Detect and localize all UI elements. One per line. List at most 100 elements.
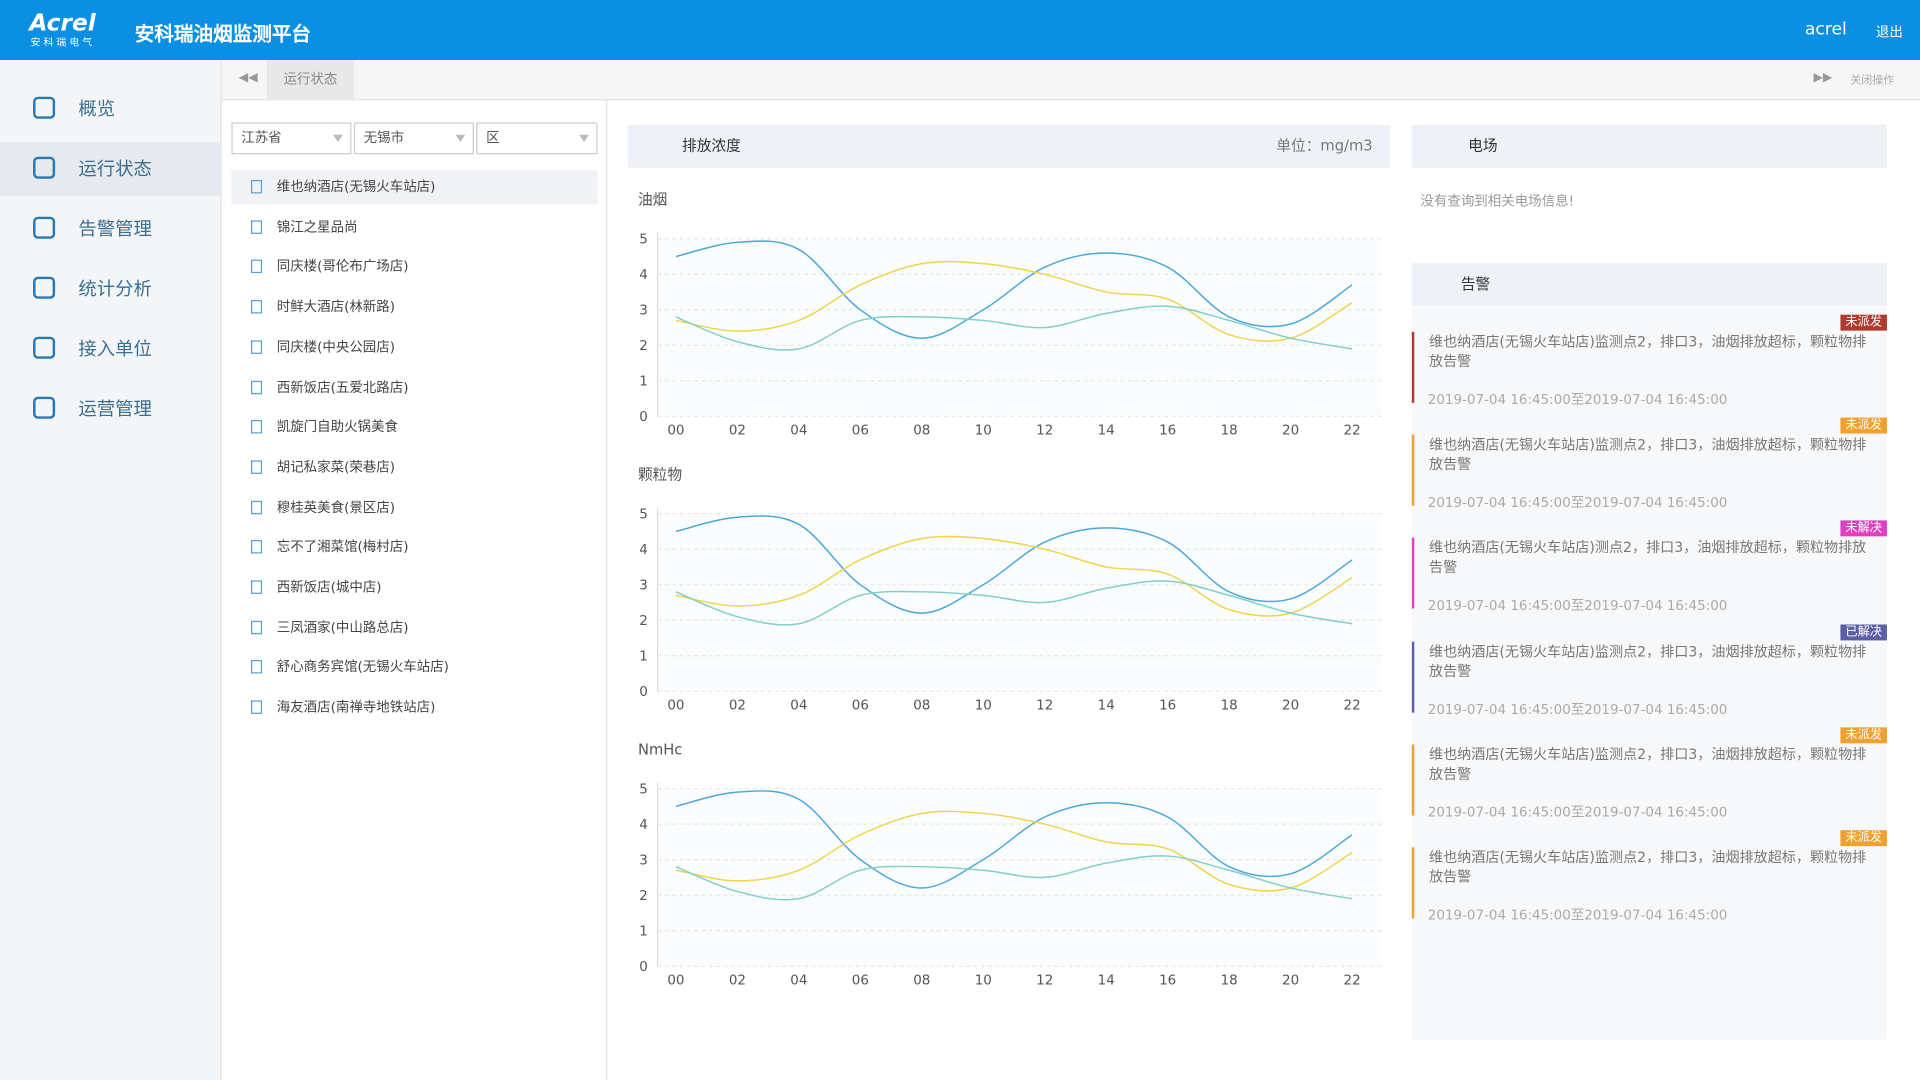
x-tick-label: 16: [1159, 973, 1176, 988]
alarm-status: 未派发: [1840, 830, 1887, 847]
logout[interactable]: 退出: [1875, 24, 1903, 41]
header: Acrel 安 科 瑞 电 气 安科瑞油烟监测平台 acrel 退出: [0, 0, 1920, 61]
x-tick-label: 10: [975, 973, 992, 988]
panel-title: 告警: [1460, 275, 1491, 293]
x-tick-label: 22: [1344, 699, 1361, 714]
x-tick-label: 04: [790, 424, 807, 439]
y-tick-label: 1: [639, 650, 648, 665]
x-tick-label: 12: [1036, 973, 1053, 988]
tab-next[interactable]: ▶▶: [1813, 71, 1833, 85]
site-item[interactable]: 锦江之星品尚: [231, 210, 597, 244]
site-item[interactable]: 同庆楼(哥伦布广场店): [231, 250, 597, 284]
nav-item[interactable]: 运营管理: [0, 382, 220, 436]
select[interactable]: 区: [476, 122, 598, 155]
y-tick-label: 4: [639, 268, 648, 283]
x-tick-label: 00: [667, 424, 684, 439]
nav-item[interactable]: 统计分析: [0, 262, 220, 316]
x-tick-label: 10: [975, 699, 992, 714]
series-line: [675, 810, 1353, 892]
plot-bg: [657, 788, 1382, 967]
site-icon: [251, 460, 263, 474]
site-item[interactable]: 忘不了湘菜馆(梅村店): [231, 531, 597, 565]
series-line: [675, 305, 1353, 351]
site-name: 忘不了湘菜馆(梅村店): [276, 539, 409, 556]
site-icon: [251, 660, 263, 674]
site-item[interactable]: 胡记私家菜(荣巷店): [231, 450, 597, 484]
x-tick-label: 08: [913, 424, 930, 439]
app-title: 安科瑞油烟监测平台: [134, 22, 312, 46]
x-tick-label: 12: [1036, 699, 1053, 714]
site-item[interactable]: 西新饭店(五爱北路店): [231, 370, 597, 404]
site-icon: [251, 540, 263, 554]
nav-label: 运行状态: [78, 157, 152, 181]
y-tick-label: 1: [639, 925, 648, 940]
series-line: [675, 790, 1353, 889]
alarm-text: 维也纳酒店(无锡火车站店)监测点2，排口3，油烟排放超标，颗粒物排放告警: [1428, 333, 1867, 370]
site-item[interactable]: 凯旋门自助火锅美食: [231, 410, 597, 444]
x-tick-label: 02: [729, 699, 746, 714]
tab-prev[interactable]: ◀◀: [238, 71, 258, 85]
y-tick-label: 2: [639, 339, 648, 354]
x-tick-label: 00: [667, 699, 684, 714]
panel-header: 告警: [1411, 263, 1887, 307]
x-tick-label: 06: [852, 424, 869, 439]
x-tick-label: 06: [852, 699, 869, 714]
select[interactable]: 无锡市: [353, 122, 474, 155]
site-item[interactable]: 时鲜大酒店(林新路): [231, 290, 597, 324]
site-item[interactable]: 西新饭店(城中店): [231, 571, 597, 605]
nav-icon: [33, 216, 56, 239]
alarm-text: 维也纳酒店(无锡火车站店)监测点2，排口3，油烟排放超标，颗粒物排放告警: [1428, 642, 1867, 680]
site-name: 同庆楼(中央公园店): [276, 338, 396, 355]
site-item[interactable]: 穆桂英美食(景区店): [231, 491, 597, 525]
close-ops[interactable]: 关闭操作: [1850, 74, 1895, 87]
user[interactable]: acrel: [1804, 19, 1847, 40]
panel-title: 电场: [1468, 137, 1498, 155]
y-tick-label: 0: [639, 410, 648, 425]
y-tick-label: 4: [639, 818, 648, 833]
y-tick-label: 5: [639, 782, 648, 797]
alarm-time: 2019-07-04 16:45:00至2019-07-04 16:45:00: [1427, 701, 1728, 718]
alarm-bar: [1411, 331, 1415, 403]
alarm-item[interactable]: 未派发 维也纳酒店(无锡火车站店)监测点2，排口3，油烟排放超标，颗粒物排放告警 2…: [1411, 314, 1887, 408]
site-icon: [251, 340, 263, 354]
site-name: 凯旋门自助火锅美食: [276, 419, 398, 435]
nav-item[interactable]: 接入单位: [0, 322, 220, 376]
x-tick-label: 08: [913, 699, 930, 714]
y-tick-label: 5: [639, 233, 648, 248]
y-tick-label: 2: [639, 889, 648, 904]
x-tick-label: 06: [852, 973, 869, 988]
empty-note: 没有查询到相关电场信息!: [1420, 193, 1574, 210]
tab[interactable]: 运行状态: [266, 60, 354, 100]
alarm-item[interactable]: 未解决 维也纳酒店(无锡火车站店)测点2，排口3，油烟排放超标，颗粒物排放告警 20…: [1411, 520, 1887, 614]
nav-item[interactable]: 概览: [0, 82, 220, 136]
series-line: [675, 580, 1353, 626]
x-tick-label: 14: [1098, 424, 1115, 439]
site-name: 穆桂英美食(景区店): [276, 499, 396, 516]
alarm-text: 维也纳酒店(无锡火车站店)监测点2，排口3，油烟排放超标，颗粒物排放告警: [1428, 745, 1867, 783]
site-item[interactable]: 海友酒店(南禅寺地铁站店): [231, 691, 597, 725]
nav-item[interactable]: 告警管理: [0, 202, 220, 256]
alarm-item[interactable]: 未派发 维也纳酒店(无锡火车站店)监测点2，排口3，油烟排放超标，颗粒物排放告警 2…: [1411, 417, 1887, 511]
site-icon: [251, 260, 263, 274]
site-item[interactable]: 舒心商务宾馆(无锡火车站店): [231, 651, 597, 685]
x-tick-label: 20: [1282, 973, 1299, 988]
x-tick-label: 22: [1344, 424, 1361, 439]
select[interactable]: 江苏省: [231, 122, 352, 155]
alarm-text: 维也纳酒店(无锡火车站店)监测点2，排口3，油烟排放超标，颗粒物排放告警: [1428, 436, 1867, 473]
site-item[interactable]: 同庆楼(中央公园店): [231, 330, 597, 364]
alarm-item[interactable]: 未派发 维也纳酒店(无锡火车站店)监测点2，排口3，油烟排放超标，颗粒物排放告警 2…: [1411, 830, 1887, 923]
site-item[interactable]: 维也纳酒店(无锡火车站店): [231, 170, 598, 205]
x-tick-label: 18: [1221, 424, 1238, 439]
y-tick-label: 0: [639, 685, 648, 700]
nav-item[interactable]: 运行状态: [0, 142, 221, 196]
y-tick-label: 5: [639, 508, 648, 523]
site-item[interactable]: 三凤酒家(中山路总店): [231, 611, 597, 645]
site-icon: [251, 500, 263, 514]
series-line: [675, 515, 1353, 614]
x-tick-label: 00: [667, 973, 684, 988]
alarm-item[interactable]: 未派发 维也纳酒店(无锡火车站店)监测点2，排口3，油烟排放超标，颗粒物排放告警 2…: [1411, 727, 1887, 820]
x-tick-label: 04: [790, 973, 807, 988]
alarm-item[interactable]: 已解决 维也纳酒店(无锡火车站店)监测点2，排口3，油烟排放超标，颗粒物排放告警 2…: [1411, 623, 1887, 718]
series-line: [675, 240, 1353, 339]
